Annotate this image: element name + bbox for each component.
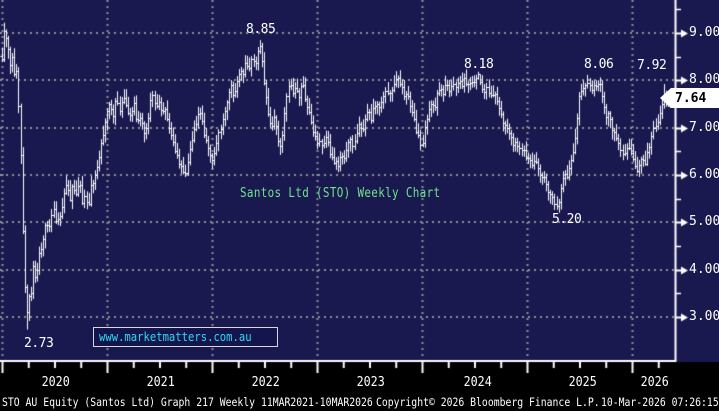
y-axis-tick-label: 7.00 [689, 119, 719, 135]
y-axis-tick-label: 5.00 [689, 214, 719, 230]
x-axis-year-label: 2025 [568, 375, 597, 390]
watermark-link[interactable]: www.marketmatters.com.au [93, 327, 279, 347]
y-axis-tick-label: 8.00 [689, 72, 719, 88]
status-datetime: 10-Mar-2026 07:26:15 [601, 395, 719, 409]
watermark-text[interactable]: www.marketmatters.com.au [99, 330, 252, 344]
y-axis-tick-label: 9.00 [689, 25, 719, 40]
x-axis-year-label: 2023 [356, 375, 385, 390]
last-price-badge: 7.64 [660, 88, 719, 108]
y-axis-tick-label: 6.00 [689, 166, 719, 182]
last-price-value: 7.64 [675, 90, 707, 106]
price-extreme-label: 7.92 [637, 58, 667, 73]
y-axis-tick-label: 4.00 [689, 261, 719, 277]
x-axis-year-label: 2026 [640, 375, 669, 390]
y-axis-tick-label: 3.00 [689, 308, 719, 324]
status-security-info: STO AU Equity (Santos Ltd) Graph 217 Wee… [2, 395, 373, 409]
x-axis-year-label: 2020 [41, 375, 70, 390]
x-axis-year-label: 2024 [463, 375, 492, 390]
chart-title: Santos Ltd (STO) Weekly Chart [240, 186, 441, 201]
price-extreme-label: 2.73 [24, 336, 54, 351]
x-axis-year-label: 2021 [146, 375, 175, 390]
x-axis-year-label: 2022 [251, 375, 280, 390]
price-extreme-label: 8.85 [246, 22, 276, 37]
status-copyright: Copyright© 2026 Bloomberg Finance L.P. [376, 395, 600, 409]
price-extreme-label: 8.18 [464, 57, 494, 72]
price-extreme-label: 8.06 [584, 57, 614, 72]
price-extreme-label: 5.20 [552, 212, 582, 227]
